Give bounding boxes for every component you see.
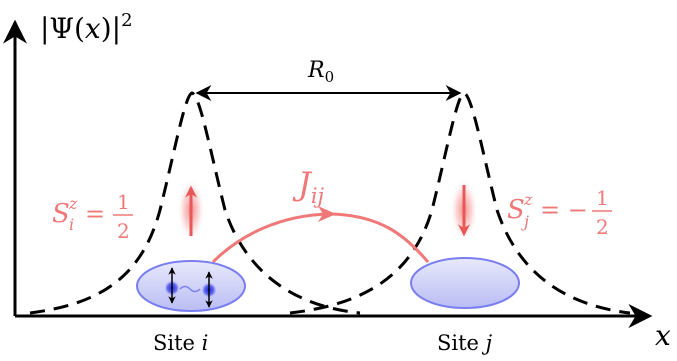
svg-text:2: 2	[117, 219, 130, 243]
site-i-well	[136, 260, 246, 312]
coupling-arrowhead	[318, 206, 336, 222]
svg-text:1: 1	[117, 190, 130, 214]
spin-j-label: S z j = − 1 2	[507, 186, 612, 239]
wavefunction-site-j	[289, 91, 631, 315]
y-axis-label: |Ψ(x)|2	[40, 10, 133, 45]
svg-text:2: 2	[596, 215, 609, 239]
svg-text:S: S	[52, 199, 70, 229]
svg-text:z: z	[523, 190, 533, 209]
svg-text:1: 1	[596, 186, 609, 210]
svg-text:S: S	[507, 195, 525, 225]
distance-label: R0	[307, 58, 334, 86]
svg-text:j: j	[521, 212, 529, 231]
site-i-label: Site i	[153, 331, 208, 355]
site-j-label: Site j	[437, 331, 493, 355]
wavefunction-site-i	[29, 91, 361, 315]
particle-bond	[179, 285, 201, 293]
site-j-well	[410, 257, 520, 309]
spin-i-label: S z i = 1 2	[52, 190, 133, 243]
svg-text:=: =	[85, 200, 105, 228]
svg-text:i: i	[69, 215, 74, 234]
coupling-label: Jij	[292, 165, 325, 208]
svg-text:z: z	[68, 194, 78, 213]
svg-text:= −: = −	[540, 196, 588, 224]
x-axis-label: x	[655, 319, 671, 352]
coupling-arc	[211, 212, 430, 264]
